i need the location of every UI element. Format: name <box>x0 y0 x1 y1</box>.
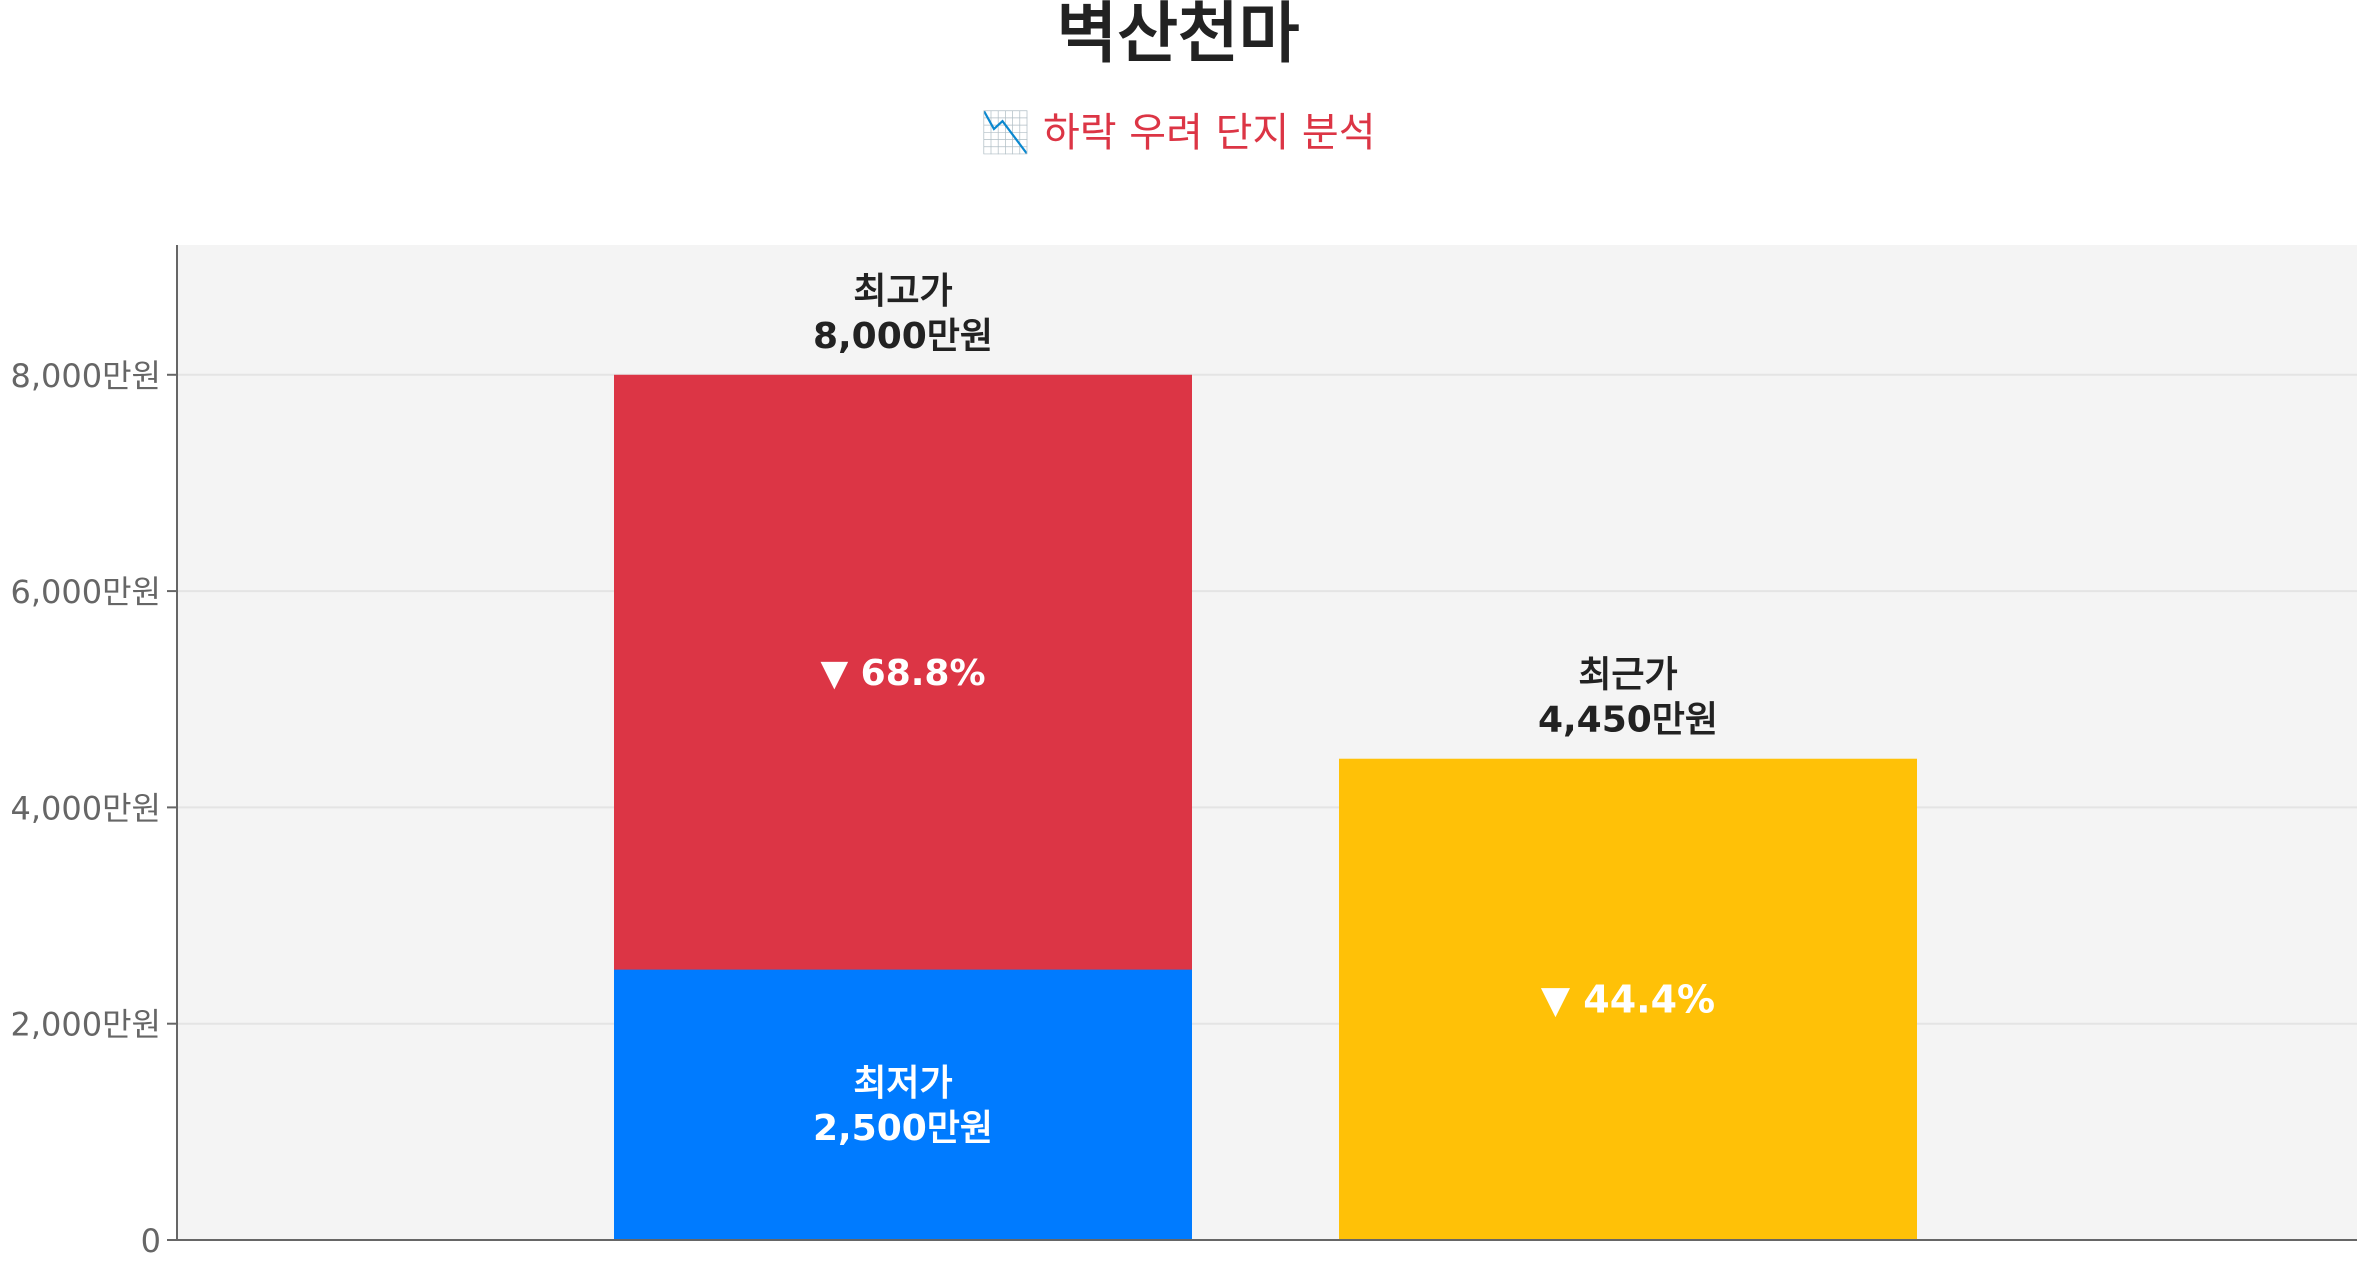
bar-min-price <box>614 969 1192 1240</box>
y-tick-label: 8,000만원 <box>11 357 162 395</box>
bar-recent-price <box>1339 758 1917 1240</box>
chart-title: 벽산천마 <box>1057 0 1300 72</box>
max-price-name-label: 최고가 <box>853 271 952 312</box>
plot-area <box>177 245 2357 1240</box>
drop-annotation-max-to-recent: ▼ 44.4% <box>1541 977 1715 1021</box>
max-price-value-label: 8,000만원 <box>813 316 993 357</box>
y-tick-label: 2,000만원 <box>11 1006 162 1044</box>
bars <box>614 374 1917 1241</box>
drop-annotation-max-to-min: ▼ 68.8% <box>820 653 985 694</box>
y-axis-ticks: 0 2,000만원 4,000만원 6,000만원 8,000만원 <box>11 357 177 1260</box>
recent-price-value-label: 4,450만원 <box>1538 700 1718 741</box>
min-price-name-label: 최저가 <box>853 1063 952 1104</box>
recent-price-name-label: 최근가 <box>1578 655 1677 696</box>
y-tick-label: 0 <box>141 1222 161 1260</box>
y-tick-label: 4,000만원 <box>11 789 162 827</box>
min-price-value-label: 2,500만원 <box>813 1108 993 1149</box>
chart-subtitle: 📉 하락 우려 단지 분석 <box>980 109 1375 156</box>
y-tick-label: 6,000만원 <box>11 573 162 611</box>
gridlines <box>177 373 2357 1025</box>
